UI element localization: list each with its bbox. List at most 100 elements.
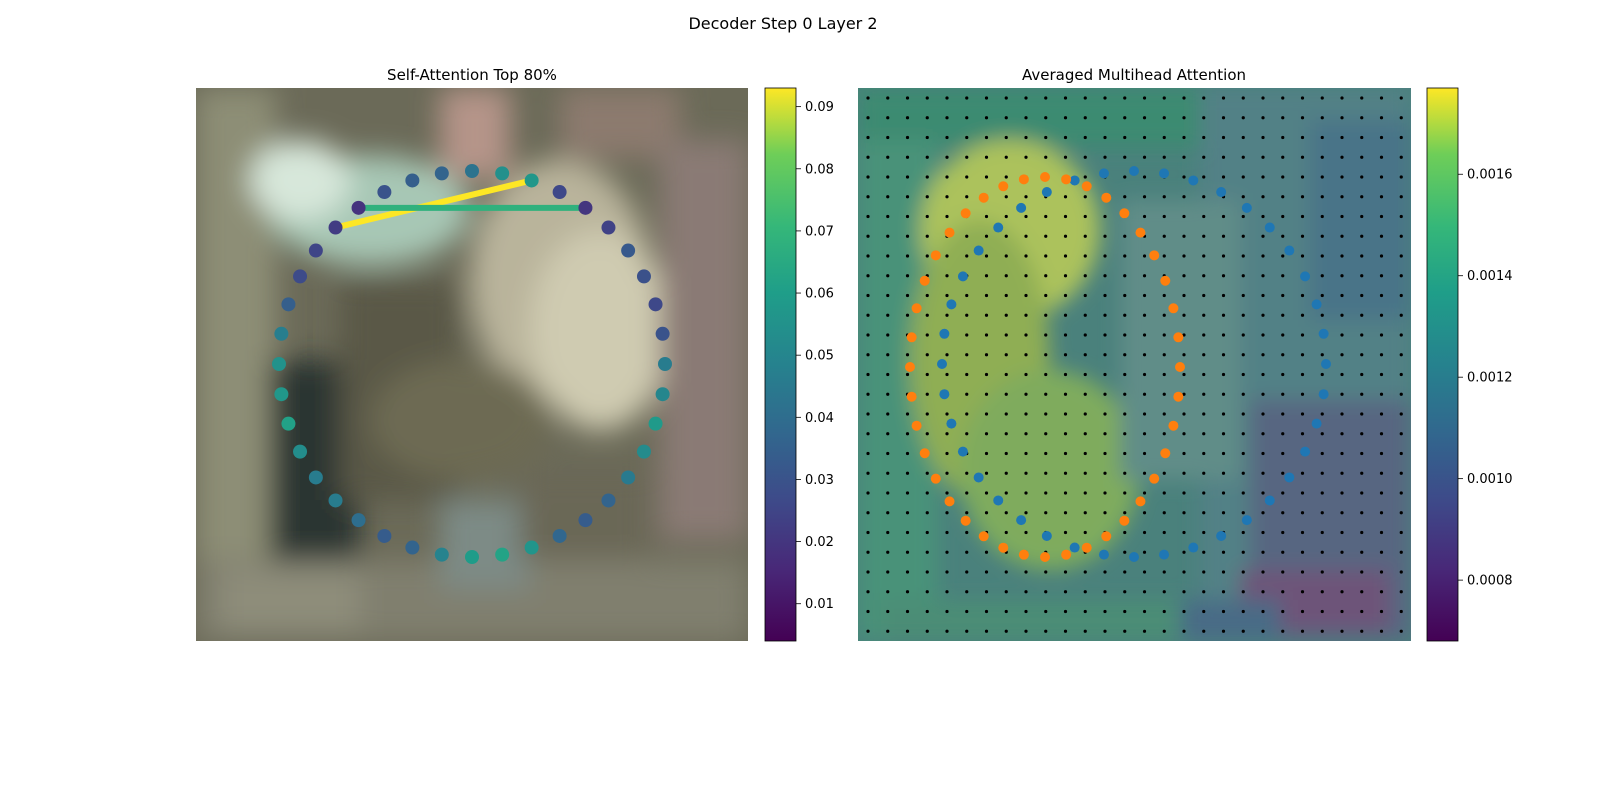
initial-point	[1284, 472, 1295, 483]
grid-dot	[1399, 293, 1403, 298]
grid-dot	[866, 116, 870, 120]
attention-point	[281, 416, 296, 431]
attention-point	[293, 269, 308, 284]
grid-dot	[1162, 570, 1166, 574]
grid-dot	[1044, 214, 1048, 219]
grid-dot	[1300, 234, 1305, 238]
grid-dot	[1142, 313, 1147, 317]
grid-dot	[1083, 313, 1087, 317]
grid-dot	[1202, 629, 1206, 633]
grid-dot	[886, 432, 890, 436]
attention-point	[658, 357, 672, 371]
grid-dot	[1340, 313, 1344, 317]
grid-dot	[945, 511, 949, 515]
grid-dot	[1103, 234, 1107, 238]
attention-point	[636, 269, 651, 284]
grid-dot	[1162, 511, 1166, 515]
grid-dot	[1241, 570, 1245, 574]
grid-dot	[1379, 135, 1384, 140]
initial-point	[1016, 202, 1027, 213]
grid-dot	[1340, 491, 1344, 495]
grid-dot	[965, 195, 969, 199]
grid-dot	[1399, 155, 1403, 159]
grid-dot	[1379, 96, 1384, 100]
grid-dot	[1360, 451, 1364, 456]
grid-dot	[1360, 629, 1364, 633]
colorbar-tick-label: 0.02	[805, 535, 834, 550]
grid-dot	[886, 530, 890, 535]
grid-dot	[1103, 293, 1107, 298]
grid-dot	[1103, 432, 1107, 436]
grid-dot	[1360, 372, 1364, 377]
grid-dot	[1063, 254, 1068, 258]
grid-dot	[1083, 254, 1087, 258]
grid-dot	[1241, 432, 1245, 436]
grid-dot	[1281, 372, 1285, 377]
grid-dot	[1142, 491, 1147, 495]
grid-dot	[1063, 392, 1068, 396]
grid-dot	[905, 432, 910, 436]
right-colorbar-gradient	[1426, 87, 1459, 642]
predicted-point	[1173, 391, 1184, 402]
grid-dot	[1221, 116, 1226, 120]
grid-dot	[1103, 353, 1107, 357]
predicted-point	[1101, 192, 1112, 203]
grid-dot	[1360, 491, 1364, 495]
predicted-point	[1149, 473, 1160, 484]
grid-dot	[1281, 234, 1285, 238]
grid-dot	[1360, 471, 1364, 475]
grid-dot	[965, 412, 969, 416]
grid-dot	[1202, 254, 1206, 258]
grid-dot	[1044, 392, 1048, 396]
grid-dot	[1379, 254, 1384, 258]
grid-dot	[1320, 491, 1324, 495]
grid-dot	[1399, 550, 1403, 554]
grid-dot	[905, 234, 910, 238]
grid-dot	[1300, 471, 1305, 475]
grid-dot	[1182, 293, 1186, 298]
grid-dot	[1261, 432, 1265, 436]
initial-point	[1129, 552, 1139, 562]
grid-dot	[1340, 116, 1344, 120]
grid-dot	[1083, 96, 1087, 100]
grid-dot	[866, 432, 870, 436]
grid-dot	[1399, 471, 1403, 475]
grid-dot	[965, 333, 969, 337]
grid-dot	[1300, 491, 1305, 495]
grid-dot	[1300, 135, 1305, 140]
grid-dot	[1004, 629, 1008, 633]
grid-dot	[1103, 511, 1107, 515]
figure-title: Decoder Step 0 Layer 2	[688, 14, 877, 33]
grid-dot	[965, 254, 969, 258]
grid-dot	[1182, 550, 1186, 554]
grid-dot	[1300, 590, 1305, 594]
grid-dot	[1241, 530, 1245, 535]
grid-dot	[866, 214, 870, 219]
grid-dot	[984, 353, 989, 357]
grid-dot	[1241, 254, 1245, 258]
grid-dot	[886, 254, 890, 258]
grid-dot	[1221, 412, 1226, 416]
grid-dot	[984, 175, 989, 179]
colorbar-tick-label: 0.04	[805, 411, 834, 426]
grid-dot	[1221, 629, 1226, 633]
grid-dot	[1123, 570, 1127, 574]
grid-dot	[1004, 96, 1008, 100]
grid-dot	[1202, 293, 1206, 298]
grid-dot	[1142, 214, 1147, 219]
grid-dot	[1261, 234, 1265, 238]
grid-dot	[905, 451, 910, 456]
grid-dot	[965, 353, 969, 357]
predicted-point	[1135, 227, 1146, 238]
predicted-point	[911, 420, 922, 431]
grid-dot	[945, 214, 949, 219]
grid-dot	[1241, 214, 1245, 219]
initial-point	[1098, 168, 1109, 179]
grid-dot	[1360, 590, 1364, 594]
grid-dot	[1261, 274, 1265, 278]
grid-dot	[945, 412, 949, 416]
grid-dot	[1182, 511, 1186, 515]
grid-dot	[1241, 372, 1245, 377]
grid-dot	[1379, 214, 1384, 219]
initial-point	[973, 472, 984, 483]
